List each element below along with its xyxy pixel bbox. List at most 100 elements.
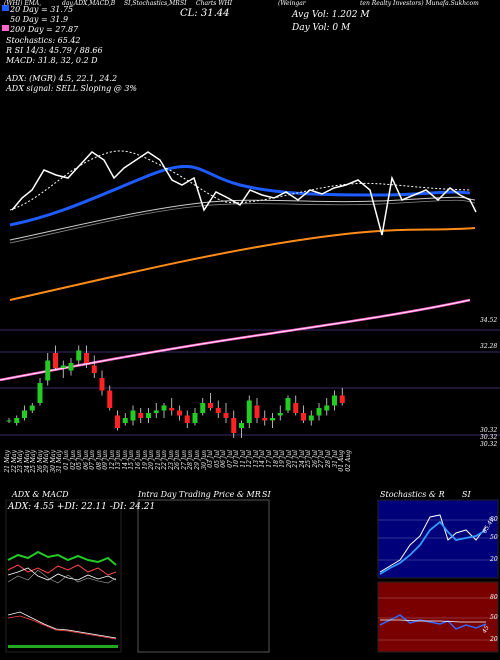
ma-orange-line <box>9 227 476 301</box>
legend-50-day: 50 Day = 31.9 <box>10 15 69 24</box>
intraday-panel-title-2: SI <box>262 490 271 499</box>
candle-body <box>223 413 229 418</box>
ma-200-line-inner <box>0 299 471 381</box>
adx-signal-readout: ADX signal: SELL Sloping @ 3% <box>6 84 138 93</box>
adx-minus-line <box>7 564 117 576</box>
candle-body <box>122 418 128 423</box>
stoch-level-20: 20 <box>490 556 498 563</box>
stoch-level-50: 50 <box>490 534 498 541</box>
candle-body <box>161 405 167 411</box>
intraday-panel-title: Intra Day Trading Price & MR <box>138 490 261 499</box>
candle-body <box>316 408 322 416</box>
date-label: 01 Aug <box>338 450 346 472</box>
header-company-2: ten Realty Investors) Munafa.Sukhcom <box>360 0 479 7</box>
adx-readout: ADX: (MGR) 4.5, 22.1, 24.2 <box>6 74 118 83</box>
candle-body <box>339 395 345 403</box>
ema-dotted-line <box>9 150 471 211</box>
candle-body <box>293 403 299 413</box>
adx-panel-title: ADX & MACD <box>12 490 69 499</box>
macd-readout: MACD: 31.8, 32, 0.2 D <box>6 56 98 65</box>
candle-body <box>115 415 120 428</box>
candle-body <box>37 383 43 403</box>
candle-body <box>308 415 314 421</box>
candle-body <box>53 353 58 368</box>
header-company-1: (Weingar <box>278 0 306 7</box>
date-label: 05 Jun <box>76 450 84 470</box>
date-label: 03 Jul <box>207 450 215 468</box>
avg-volume: Avg Vol: 1.202 M <box>292 10 370 20</box>
header-title: Charts WHI <box>196 0 233 7</box>
candle-body <box>332 395 337 406</box>
candle-body <box>84 353 89 363</box>
ma-50-line <box>9 196 476 241</box>
stoch-panel-title: Stochastics & R <box>380 490 445 499</box>
rsi-signal-line <box>380 619 486 623</box>
adx-plus-line <box>7 550 117 566</box>
date-label: 16 Jun <box>135 450 142 470</box>
candle-body <box>68 363 74 371</box>
candle-body <box>285 398 291 411</box>
stoch-k-line <box>379 514 487 573</box>
header-indicators-2: SI,Stochastics,MR <box>124 0 180 7</box>
header-indicators-1: day,ADX,MACD,B <box>62 0 116 7</box>
adx-panel-values: ADX: 4.55 +DI: 22.11 -DI: 24.21 <box>8 502 156 512</box>
header-indicators-3: SI <box>180 0 187 7</box>
candle-body <box>262 418 268 421</box>
adx-line-2 <box>7 569 117 584</box>
candle-body <box>254 405 260 418</box>
adx-line <box>7 567 117 581</box>
candle-body <box>324 405 330 411</box>
candle-body <box>246 400 252 423</box>
candle-body <box>29 405 35 411</box>
candle-body <box>215 408 221 413</box>
candle-body <box>208 403 213 408</box>
date-label: 17 Jul <box>266 450 273 468</box>
candle-body <box>60 365 66 368</box>
date-label: 01 Jun <box>62 450 70 470</box>
candle-body <box>239 423 244 428</box>
candle-body <box>6 420 12 422</box>
candlesticks <box>6 345 345 438</box>
candle-body <box>22 410 27 418</box>
candle-body <box>153 410 159 413</box>
rsi-level-50: 50 <box>490 614 498 621</box>
rsi-readout: R SI 14/3: 45.79 / 88.66 <box>6 46 103 55</box>
candle-body <box>200 403 206 413</box>
header-ticker: (WHI) EMA, <box>4 0 42 7</box>
candle-body <box>130 410 136 421</box>
candle-body <box>45 360 51 381</box>
rsi-level-80: 80 <box>490 594 498 601</box>
candle-body <box>138 413 144 418</box>
candle-body <box>231 418 237 433</box>
macd-line <box>7 611 117 639</box>
candle-body <box>301 413 306 421</box>
rsi-panel-frame <box>377 581 499 653</box>
rsi-level-20: 20 <box>490 636 498 643</box>
close-price-line <box>11 151 477 236</box>
candle-body <box>270 418 275 421</box>
candle-body <box>177 410 182 416</box>
stoch-d-line <box>379 520 487 575</box>
candle-body <box>91 365 97 373</box>
date-label: 21 May <box>4 450 11 473</box>
candle-body <box>99 378 105 391</box>
price-label: 34.52 <box>480 317 498 324</box>
stochastics-readout: Stochastics: 65.42 <box>6 36 81 45</box>
legend-swatch-20 <box>2 5 9 11</box>
rsi-line <box>379 614 487 630</box>
price-label: 30.32 <box>480 441 498 448</box>
ma-20-line <box>9 165 471 227</box>
legend-swatch-200 <box>2 25 9 31</box>
close-label: CL: 31.44 <box>180 8 230 19</box>
candle-body <box>107 390 113 408</box>
intraday-panel-frame <box>137 499 270 653</box>
stoch-level-80: 80 <box>490 516 498 523</box>
candle-body <box>146 413 151 418</box>
candle-body <box>184 415 190 423</box>
ma-50-line-2 <box>9 199 476 244</box>
candle-body <box>277 413 283 416</box>
candle-body <box>169 408 175 411</box>
date-label: 29 Jun <box>193 450 201 470</box>
price-label: 30.32 <box>480 434 498 441</box>
